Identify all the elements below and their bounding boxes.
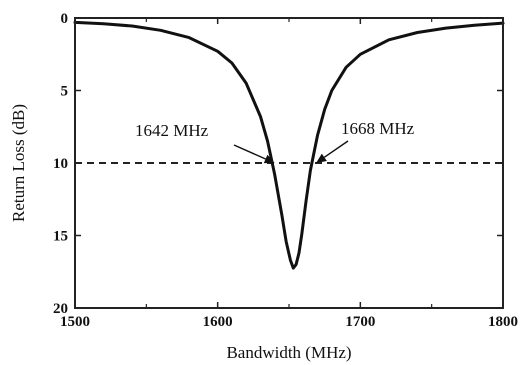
y-tick-label: 15 [53, 229, 68, 245]
y-tick-label: 10 [53, 156, 68, 172]
annotation-arrow-left-line [233, 144, 266, 160]
y-tick-label: 0 [61, 11, 69, 27]
y-tick-labels: 0 5 10 15 20 [53, 11, 68, 317]
x-axis-title: Bandwidth (MHz) [226, 343, 351, 362]
annotation-arrow-right-line [323, 140, 349, 158]
x-tick-label: 1700 [345, 314, 375, 330]
annotation-arrow-left-head [263, 154, 275, 164]
y-axis-title: Return Loss (dB) [9, 104, 28, 222]
annotation-arrow-left [233, 144, 275, 164]
y-tick-label: 20 [53, 301, 68, 317]
return-loss-curve [73, 20, 505, 270]
plot-frame [74, 17, 504, 309]
y-tick-label: 5 [61, 84, 69, 100]
annotation-arrow-right [316, 140, 349, 163]
x-tick-label: 1600 [203, 314, 233, 330]
annotation-label-1642: 1642 MHz [135, 121, 209, 140]
annotation-label-1668: 1668 MHz [341, 119, 415, 138]
x-tick-label: 1500 [60, 314, 90, 330]
annotation-arrow-right-head [316, 153, 327, 163]
x-tick-labels: 1500 1600 1700 1800 [60, 314, 518, 330]
x-tick-label: 1800 [488, 314, 518, 330]
